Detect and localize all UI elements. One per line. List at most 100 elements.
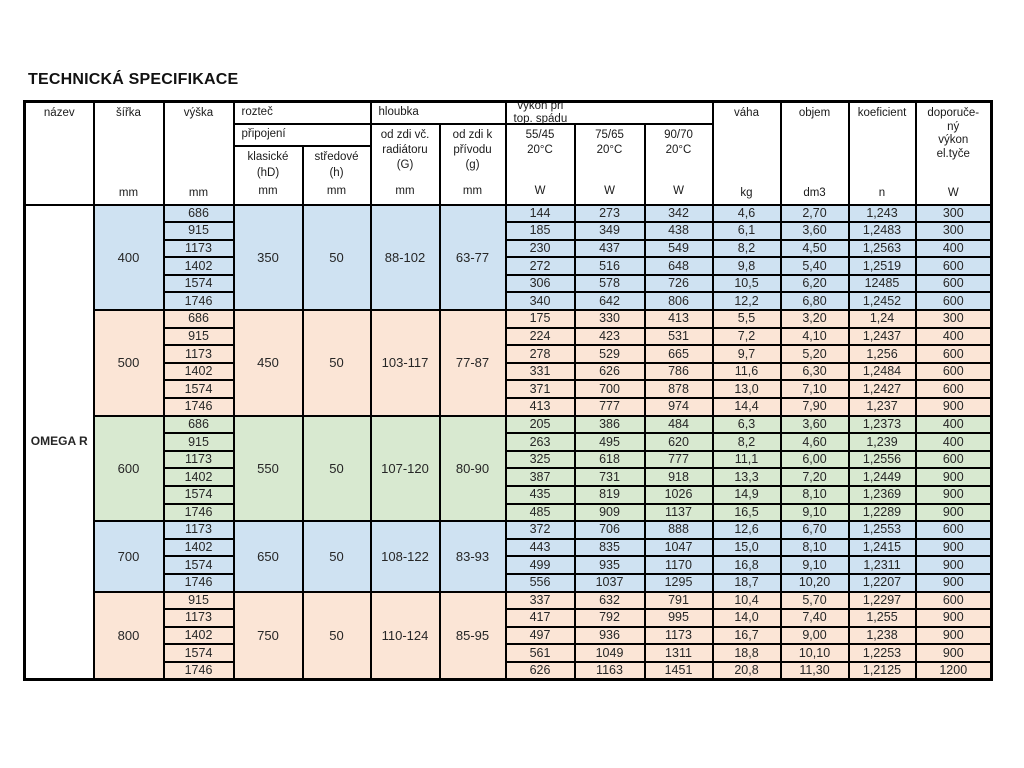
- header-label-koeficient: koeficient: [857, 107, 907, 119]
- power-55-45-cell: 561: [504, 643, 576, 663]
- weight-cell: 14,9: [711, 485, 782, 505]
- power-75-65-cell: 706: [573, 520, 646, 540]
- header-row-1: název šířka mm výška mm rozteč hloubka výk…: [23, 100, 993, 206]
- recommended-power-cell: 600: [914, 344, 993, 364]
- power-55-45-cell: 337: [504, 590, 576, 611]
- power-90-70-cell: 484: [643, 414, 714, 435]
- header-label-vyska: výška: [183, 107, 214, 119]
- power-75-65-cell: 578: [573, 273, 646, 294]
- recommended-power-cell: 600: [914, 449, 993, 470]
- volume-cell: 6,30: [779, 361, 850, 382]
- header-label-hloubka: hloubka: [378, 106, 419, 118]
- power-90-70-cell: 1451: [643, 660, 714, 681]
- spec-row: 1746 485 909 1137 16,5 9,10 1,2289 900: [25, 502, 993, 523]
- depth-inlet-cell: 77-87: [438, 309, 507, 417]
- weight-cell: 8,2: [711, 432, 782, 452]
- page-title: TECHNICKÁ SPECIFIKACE: [28, 71, 239, 88]
- power-55-45-cell: 626: [504, 660, 576, 681]
- recommended-power-cell: 900: [914, 485, 993, 505]
- coefficient-cell: 1,24: [847, 309, 917, 329]
- power-55-45-cell: 387: [504, 467, 576, 487]
- power-75-65-cell: 700: [573, 379, 646, 400]
- header-label-vykon: výkon při top. spádu: [513, 101, 568, 124]
- power-90-70-cell: 1311: [643, 643, 714, 663]
- power-75-65-cell: 330: [573, 309, 646, 329]
- unit-w: W: [534, 184, 546, 197]
- power-55-45-cell: 224: [504, 326, 576, 347]
- power-55-45-cell: 175: [504, 309, 576, 329]
- power-75-65-cell: 777: [573, 397, 646, 417]
- unit-dm3: dm3: [803, 187, 826, 199]
- recommended-power-cell: 600: [914, 590, 993, 611]
- depth-inlet-cell: 80-90: [438, 414, 507, 523]
- unit-w: W: [673, 184, 684, 197]
- power-55-45-cell: 497: [504, 625, 576, 646]
- power-90-70-cell: 1173: [643, 625, 714, 646]
- power-55-45-cell: 340: [504, 291, 576, 312]
- volume-cell: 7,90: [779, 397, 850, 417]
- recommended-power-cell: 1200: [914, 660, 993, 681]
- power-90-70-cell: 995: [643, 608, 714, 628]
- height-cell: 1173: [162, 238, 235, 259]
- volume-cell: 6,20: [779, 273, 850, 294]
- height-cell: 686: [162, 309, 235, 329]
- power-55-45-cell: 272: [504, 256, 576, 276]
- coefficient-cell: 1,2253: [847, 643, 917, 663]
- coefficient-cell: 1,2484: [847, 361, 917, 382]
- power-55-45-cell: 485: [504, 502, 576, 523]
- spec-row: 1173 417 792 995 14,0 7,40 1,255 900: [25, 608, 993, 628]
- col-header-vyska: výška mm: [162, 100, 235, 206]
- weight-cell: 9,7: [711, 344, 782, 364]
- col-header-doporuceny-vykon: doporuče- ný výkon el.tyče W: [914, 100, 993, 206]
- volume-cell: 8,10: [779, 485, 850, 505]
- spec-row: 915 185 349 438 6,1 3,60 1,2483 300: [25, 221, 993, 241]
- recommended-power-cell: 900: [914, 502, 993, 523]
- power-75-65-cell: 792: [573, 608, 646, 628]
- recommended-power-cell: 900: [914, 537, 993, 558]
- power-75-65-cell: 437: [573, 238, 646, 259]
- height-cell: 1173: [162, 520, 235, 540]
- power-75-65-cell: 529: [573, 344, 646, 364]
- classic-connection-cell: 550: [232, 414, 304, 523]
- power-90-70-cell: 777: [643, 449, 714, 470]
- power-55-45-cell: 417: [504, 608, 576, 628]
- coefficient-cell: 1,238: [847, 625, 917, 646]
- recommended-power-cell: 600: [914, 256, 993, 276]
- height-cell: 1746: [162, 660, 235, 681]
- coefficient-cell: 1,2125: [847, 660, 917, 681]
- recommended-power-cell: 300: [914, 309, 993, 329]
- volume-cell: 6,80: [779, 291, 850, 312]
- col-header-sirka: šířka mm: [92, 100, 165, 206]
- weight-cell: 18,8: [711, 643, 782, 663]
- weight-cell: 14,0: [711, 608, 782, 628]
- power-55-45-cell: 144: [504, 203, 576, 224]
- power-90-70-cell: 1137: [643, 502, 714, 523]
- recommended-power-cell: 900: [914, 555, 993, 575]
- spec-row: 700 1173 650 50 108-122 83-93 372 706 888 12,6 6,7…: [25, 520, 993, 593]
- spec-row: 1574 561 1049 1311 18,8 10,10 1,2253 900: [25, 643, 993, 663]
- coefficient-cell: 1,2373: [847, 414, 917, 435]
- coefficient-cell: 1,2297: [847, 590, 917, 611]
- col-header-klasicke: klasické (hD) mm: [232, 144, 304, 206]
- weight-cell: 20,8: [711, 660, 782, 681]
- classic-connection-cell: 350: [232, 203, 304, 312]
- col-header-stredove: středové (h) mm: [301, 144, 372, 206]
- classic-connection-cell: 750: [232, 590, 304, 681]
- coefficient-cell: 1,2449: [847, 467, 917, 487]
- unit-w: W: [947, 187, 959, 199]
- table-body: OMEGA R 400 686 350 50 88-102 63-77 144 273 342 4,…: [23, 203, 993, 681]
- header-label-vaha: váha: [734, 107, 759, 119]
- weight-cell: 13,0: [711, 379, 782, 400]
- power-90-70-cell: 791: [643, 590, 714, 611]
- power-75-65-cell: 1049: [573, 643, 646, 663]
- spec-row: 1173 278 529 665 9,7 5,20 1,256 600: [25, 344, 993, 364]
- spec-row: 1574 435 819 1026 14,9 8,10 1,2369 900: [25, 485, 993, 505]
- recommended-power-cell: 600: [914, 520, 993, 540]
- spec-row: 800 915 750 50 110-124 85-95 337 632 791 10,4 5,70…: [25, 590, 993, 681]
- height-cell: 1173: [162, 608, 235, 628]
- height-cell: 1574: [162, 379, 235, 400]
- header-label-nazev: název: [43, 107, 75, 119]
- classic-connection-cell: 650: [232, 520, 304, 593]
- height-cell: 1574: [162, 485, 235, 505]
- volume-cell: 10,10: [779, 643, 850, 663]
